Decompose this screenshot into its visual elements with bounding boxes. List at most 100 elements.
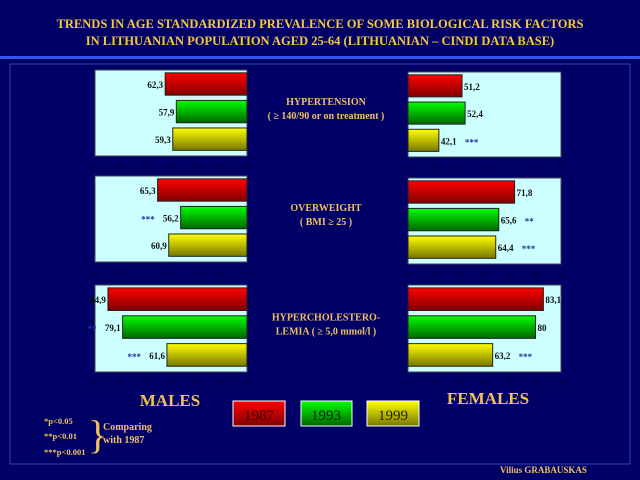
axis-tick-label: 70 [507, 164, 515, 172]
bar-1987 [157, 178, 248, 202]
bar-1993 [407, 101, 466, 125]
factor-criteria-hypertension: ( ≥ 140/90 or on treatment ) [268, 111, 385, 122]
value-label: 51,2 [464, 82, 480, 92]
legend: 1987 1993 1999 [232, 400, 420, 427]
value-label: 63,2 [495, 351, 511, 361]
axis-tick-label: 30 [405, 164, 413, 172]
axis-tick-label: 60 [168, 379, 176, 387]
bar-1993 [180, 205, 248, 230]
sig-note-2: **p<0.01 [44, 431, 77, 441]
value-label: 65,3 [140, 186, 156, 196]
axis-tick-label: 50 [193, 269, 201, 277]
bar-1993 [122, 315, 248, 339]
axis-tick-label: 60 [481, 379, 489, 387]
axis-tick-label: 50 [456, 379, 464, 387]
bar-1993 [407, 315, 536, 339]
axis-tick-label: 60 [168, 163, 176, 171]
title-divider [0, 56, 640, 59]
legend-label-1993: 1993 [311, 408, 341, 424]
value-label: 59,3 [155, 135, 171, 145]
value-label: 60,9 [151, 241, 167, 251]
value-label: 71,8 [517, 188, 533, 198]
significance-mark: *** [519, 352, 533, 362]
significance-mark: *** [465, 137, 479, 147]
axis-tick-label: 80 [117, 163, 125, 171]
axis-tick-label: 60 [481, 271, 489, 279]
legend-label-1999: 1999 [378, 408, 408, 424]
axis-tick-label: 50 [456, 271, 464, 279]
significance-mark: *** [522, 244, 536, 254]
axis-tick-label: 90 [558, 271, 566, 279]
significance-mark: ** [525, 217, 535, 227]
significance-mark: *** [127, 352, 141, 362]
sig-note-3: ***p<0.001 [44, 447, 85, 457]
bar-1999 [172, 127, 248, 151]
axis-tick-label: 80 [117, 379, 125, 387]
axis-tick-label: 70 [142, 163, 150, 171]
compare-text-2: with 1987 [103, 435, 144, 446]
axis-tick-label: 60 [168, 269, 176, 277]
axis-tick-label: 90 [558, 164, 566, 172]
author: Vilius GRABAUSKAS [500, 465, 587, 475]
axis-tick-label: 90 [558, 379, 566, 387]
axis-tick-label: 90 [92, 163, 100, 171]
axis-tick-label: 70 [142, 379, 150, 387]
value-label: 83,1 [545, 295, 561, 305]
axis-tick-label: 50 [193, 163, 201, 171]
factor-label-overweight: OVERWEIGHT [290, 203, 362, 214]
axis-tick-label: 40 [218, 269, 226, 277]
value-label: 52,4 [467, 109, 483, 119]
bar-1987 [407, 74, 463, 98]
factor-label-hypercholesterolemia: HYPERCHOLESTERO- [272, 313, 380, 324]
content-frame [9, 63, 631, 465]
value-label: 62,3 [147, 80, 163, 90]
axis-tick-label: 40 [218, 379, 226, 387]
legend-swatch-1993 [300, 400, 353, 427]
significance-mark: ** [88, 324, 98, 334]
axis-tick-label: 80 [532, 379, 540, 387]
bar-1993 [175, 99, 248, 124]
title-line-2: IN LITHUANIAN POPULATION AGED 25-64 (LIT… [86, 34, 554, 48]
bar-1999 [168, 233, 248, 257]
axis-tick-label: 70 [507, 271, 515, 279]
value-label: 79,1 [105, 323, 121, 333]
legend-swatch-1987 [232, 400, 286, 427]
axis-tick-label: 40 [430, 164, 438, 172]
significance-mark: *** [141, 215, 155, 225]
axis-tick-label: 30 [244, 269, 252, 277]
axis-tick-label: 30 [405, 379, 413, 387]
bar-1999 [407, 343, 494, 367]
axis-tick-label: 90 [92, 379, 100, 387]
bar-1987 [407, 180, 516, 204]
bar-1993 [407, 207, 500, 232]
value-label: 61,6 [149, 351, 165, 361]
legend-label-1987: 1987 [244, 408, 275, 424]
axis-tick-label: 30 [244, 379, 252, 387]
axis-tick-label: 40 [218, 163, 226, 171]
bar-1999 [166, 343, 248, 367]
bar-1987 [164, 72, 248, 96]
axis-tick-label: 30 [405, 271, 413, 279]
axis-tick-label: 40 [430, 379, 438, 387]
axis-tick-label: 60 [481, 164, 489, 172]
value-label: 57,9 [159, 108, 175, 118]
title-line-1: TRENDS IN AGE STANDARDIZED PREVALENCE OF… [57, 17, 584, 31]
males-label: MALES [140, 391, 200, 410]
axis-tick-label: 50 [456, 164, 464, 172]
axis-tick-label: 80 [117, 269, 125, 277]
value-label: 65,6 [501, 216, 517, 226]
brace: } [88, 412, 107, 457]
bar-1999 [407, 235, 497, 259]
bar-1987 [407, 287, 544, 311]
value-label: 42,1 [441, 136, 457, 146]
bar-1987 [107, 287, 248, 311]
axis-tick-label: 80 [532, 271, 540, 279]
value-label: 80 [538, 323, 548, 333]
value-label: 84,9 [90, 295, 106, 305]
value-label: 64,4 [498, 243, 514, 253]
bar-1999 [407, 128, 440, 152]
axis-tick-label: 70 [142, 269, 150, 277]
axis-tick-label: 40 [430, 271, 438, 279]
factor-criteria-hypercholesterolemia: LEMIA ( ≥ 5,0 mmol/l ) [276, 327, 376, 338]
